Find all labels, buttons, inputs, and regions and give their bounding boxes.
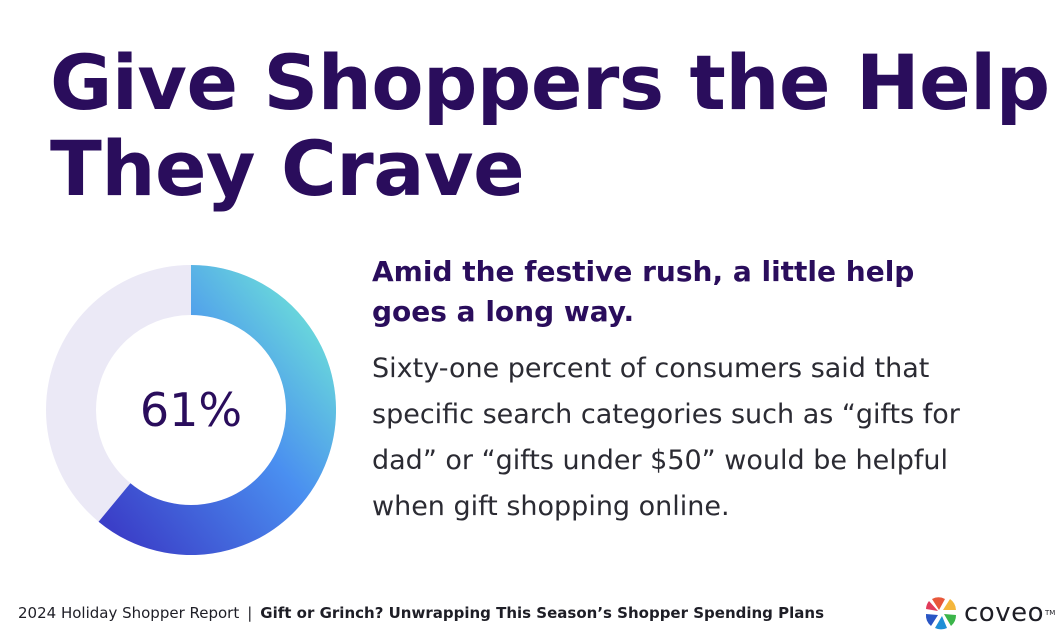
- body-line-3: dad” or “gifts under $50” would be helpf…: [372, 445, 949, 476]
- footer-report-title: 2024 Holiday Shopper Report: [18, 604, 240, 622]
- footer-subtitle: Gift or Grinch? Unwrapping This Season’s…: [260, 604, 824, 622]
- donut-chart: 61%: [46, 265, 336, 555]
- trademark-symbol: TM: [1045, 609, 1056, 617]
- coveo-wordmark: coveo: [964, 598, 1044, 628]
- headline-line-2: They Crave: [50, 124, 525, 213]
- footer: 2024 Holiday Shopper Report | Gift or Gr…: [18, 598, 1048, 628]
- body-text: Sixty-one percent of consumers said that…: [372, 346, 1052, 530]
- footer-separator: |: [247, 604, 253, 622]
- subhead-line-2: goes a long way.: [372, 295, 635, 328]
- coveo-logo: coveo TM: [924, 596, 1055, 630]
- subhead: Amid the festive rush, a little help goe…: [372, 252, 1032, 332]
- coveo-logo-icon: [925, 597, 957, 630]
- body-line-4: when gift shopping online.: [372, 491, 730, 522]
- donut-svg: [46, 265, 336, 555]
- subhead-line-1: Amid the festive rush, a little help: [372, 255, 915, 288]
- body-line-2: specific search categories such as “gift…: [372, 399, 960, 430]
- donut-value-arc: [98, 265, 336, 555]
- body-line-1: Sixty-one percent of consumers said that: [372, 353, 930, 384]
- donut-center-label: 61%: [139, 383, 243, 437]
- headline-line-1: Give Shoppers the Help: [50, 38, 1050, 127]
- headline: Give Shoppers the Help They Crave: [50, 38, 1050, 213]
